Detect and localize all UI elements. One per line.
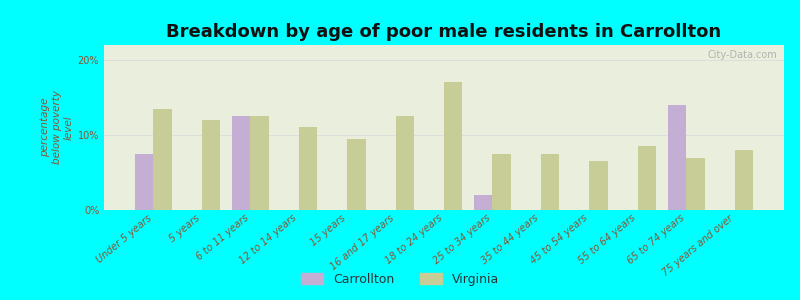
- Bar: [541, 154, 559, 210]
- Title: Breakdown by age of poor male residents in Carrollton: Breakdown by age of poor male residents …: [166, 23, 722, 41]
- Y-axis label: percentage
below poverty
level: percentage below poverty level: [40, 91, 74, 164]
- Bar: [154, 109, 172, 210]
- Bar: [347, 139, 366, 210]
- Bar: [395, 116, 414, 210]
- Bar: [638, 146, 656, 210]
- Bar: [734, 150, 753, 210]
- Bar: [668, 105, 686, 210]
- Bar: [135, 154, 154, 210]
- Text: City-Data.com: City-Data.com: [707, 50, 778, 60]
- Bar: [250, 116, 269, 210]
- Bar: [444, 82, 462, 210]
- Bar: [686, 158, 705, 210]
- Bar: [493, 154, 511, 210]
- Bar: [474, 195, 493, 210]
- Bar: [590, 161, 608, 210]
- Bar: [202, 120, 220, 210]
- Bar: [298, 128, 317, 210]
- Legend: Carrollton, Virginia: Carrollton, Virginia: [296, 268, 504, 291]
- Bar: [232, 116, 250, 210]
